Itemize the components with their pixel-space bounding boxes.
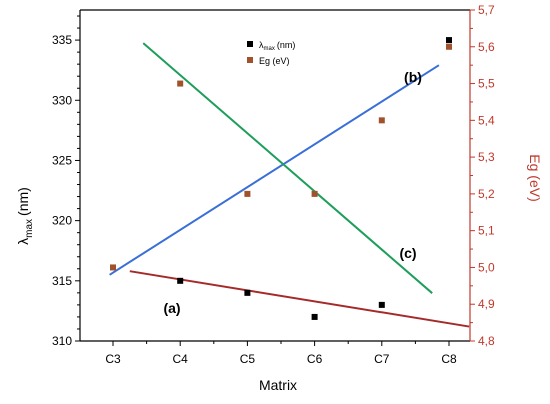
right-tick-label: 5,6	[478, 40, 495, 54]
eg-point	[110, 264, 116, 271]
x-tick-label: C4	[173, 352, 189, 366]
annotation-c: (c)	[399, 245, 416, 261]
legend-lambda-unit: (nm)	[277, 40, 296, 50]
legend-label-eg: Eg (eV)	[259, 56, 290, 66]
fit-line	[129, 270, 470, 328]
lambda-point	[446, 37, 452, 44]
x-tick-label: C3	[105, 352, 121, 366]
left-tick-label: 320	[52, 214, 72, 228]
left-tick-label: 310	[52, 334, 72, 348]
left-tick-label: 325	[52, 153, 72, 167]
right-tick-label: 5,5	[478, 77, 495, 91]
left-axis-title-sub: max	[24, 219, 35, 238]
fit-line	[142, 42, 433, 294]
lambda-point	[378, 301, 385, 308]
eg-point	[446, 43, 452, 50]
lambda-point	[177, 277, 184, 284]
right-tick-label: 4,8	[478, 334, 495, 348]
annotation-a: (a)	[163, 300, 180, 316]
right-axis-title: Eg (eV)	[527, 154, 543, 201]
x-axis-ticks: C3 C4 C5 C6 C7 C8	[105, 341, 457, 366]
x-tick-label: C7	[374, 352, 390, 366]
annotation-b: (b)	[404, 69, 422, 85]
lambda-point	[244, 289, 251, 296]
fit-lines	[109, 42, 470, 328]
left-axis-title-symbol: λ	[15, 238, 31, 245]
right-tick-label: 5,4	[478, 113, 495, 127]
left-tick-label: 335	[52, 33, 72, 47]
left-tick-label: 315	[52, 274, 72, 288]
right-tick-label: 5,0	[478, 260, 495, 274]
legend-lambda-sub: max	[264, 46, 275, 52]
legend-lambda-symbol: λ	[259, 40, 264, 50]
right-axis-ticks: 4,8 4,9 5,0 5,1 5,2 5,3 5,4 5,5 5,6 5,7	[470, 3, 495, 348]
x-tick-label: C6	[307, 352, 323, 366]
right-tick-label: 5,3	[478, 150, 495, 164]
left-axis-title-unit: (nm)	[15, 187, 31, 216]
lambda-point	[311, 313, 318, 320]
right-tick-label: 5,1	[478, 224, 495, 238]
left-tick-label: 330	[52, 93, 72, 107]
x-tick-label: C5	[240, 352, 256, 366]
right-tick-label: 5,2	[478, 187, 495, 201]
x-tick-label: C8	[441, 352, 457, 366]
data-points	[110, 37, 452, 320]
fit-line	[109, 64, 440, 276]
right-tick-label: 4,9	[478, 297, 495, 311]
left-axis-ticks: 310 315 320 325 330 335	[52, 15, 80, 348]
right-tick-label: 5,7	[478, 3, 495, 17]
legend-marker-eg	[247, 57, 253, 63]
eg-point	[177, 80, 184, 87]
left-axis-title: λmax (nm)	[15, 187, 35, 245]
eg-point	[311, 190, 318, 197]
legend: λmax (nm) Eg (eV)	[247, 40, 295, 66]
legend-marker-lambda	[247, 41, 253, 47]
legend-label-lambda: λmax (nm)	[259, 40, 295, 52]
eg-point	[378, 117, 385, 124]
eg-point	[244, 190, 251, 197]
x-axis-title: Matrix	[259, 377, 297, 393]
